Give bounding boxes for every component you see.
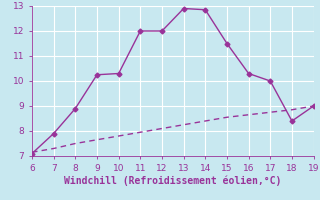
X-axis label: Windchill (Refroidissement éolien,°C): Windchill (Refroidissement éolien,°C) bbox=[64, 175, 282, 186]
